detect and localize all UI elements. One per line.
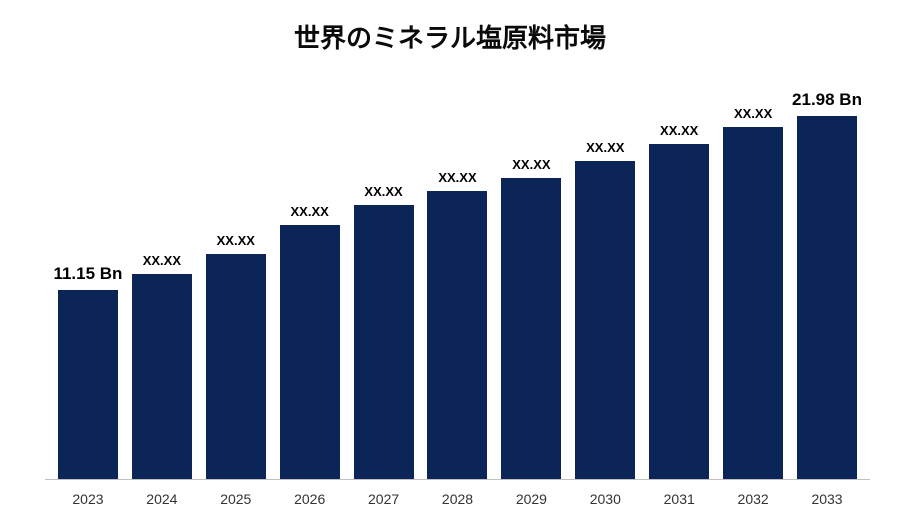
bar-value-label: 21.98 Bn — [792, 90, 862, 110]
bar-wrap: XX.XX — [273, 90, 347, 479]
x-axis-label: 2024 — [125, 491, 199, 507]
bar — [132, 274, 192, 479]
x-axis-label: 2031 — [642, 491, 716, 507]
bar-value-label: XX.XX — [291, 204, 329, 219]
bar-wrap: XX.XX — [199, 90, 273, 479]
bar — [427, 191, 487, 479]
x-axis-label: 2028 — [421, 491, 495, 507]
bar — [649, 144, 709, 479]
bar-value-label: XX.XX — [364, 184, 402, 199]
chart-plot-area: 11.15 Bn XX.XX XX.XX XX.XX XX.XX XX.XX XX.XX XX… — [45, 90, 870, 480]
x-axis-label: 2029 — [494, 491, 568, 507]
bar — [501, 178, 561, 479]
bar-wrap: XX.XX — [716, 90, 790, 479]
x-axis-labels: 2023202420252026202720282029203020312032… — [45, 491, 870, 507]
bar-wrap: XX.XX — [568, 90, 642, 479]
bars-container: 11.15 Bn XX.XX XX.XX XX.XX XX.XX XX.XX XX.XX XX… — [45, 90, 870, 479]
bar-value-label: XX.XX — [512, 157, 550, 172]
bar — [206, 254, 266, 479]
bar-wrap: 21.98 Bn — [790, 90, 864, 479]
bar-value-label: 11.15 Bn — [53, 264, 122, 284]
bar — [354, 205, 414, 479]
x-axis-label: 2033 — [790, 491, 864, 507]
bar-value-label: XX.XX — [143, 253, 181, 268]
bar-wrap: XX.XX — [494, 90, 568, 479]
x-axis-label: 2030 — [568, 491, 642, 507]
bar — [575, 161, 635, 479]
bar — [58, 290, 118, 479]
bar-value-label: XX.XX — [586, 140, 624, 155]
bar — [280, 225, 340, 479]
x-axis-label: 2027 — [347, 491, 421, 507]
bar-wrap: XX.XX — [125, 90, 199, 479]
x-axis-label: 2026 — [273, 491, 347, 507]
x-axis-label: 2023 — [51, 491, 125, 507]
x-axis-label: 2032 — [716, 491, 790, 507]
bar-value-label: XX.XX — [438, 170, 476, 185]
bar-value-label: XX.XX — [660, 123, 698, 138]
bar-wrap: XX.XX — [347, 90, 421, 479]
bar-value-label: XX.XX — [734, 106, 772, 121]
chart-title: 世界のミネラル塩原料市場 — [0, 0, 900, 55]
bar-wrap: XX.XX — [642, 90, 716, 479]
x-axis-label: 2025 — [199, 491, 273, 507]
bar-value-label: XX.XX — [217, 233, 255, 248]
bar-wrap: 11.15 Bn — [51, 90, 125, 479]
bar-wrap: XX.XX — [421, 90, 495, 479]
bar — [797, 116, 857, 479]
bar — [723, 127, 783, 479]
